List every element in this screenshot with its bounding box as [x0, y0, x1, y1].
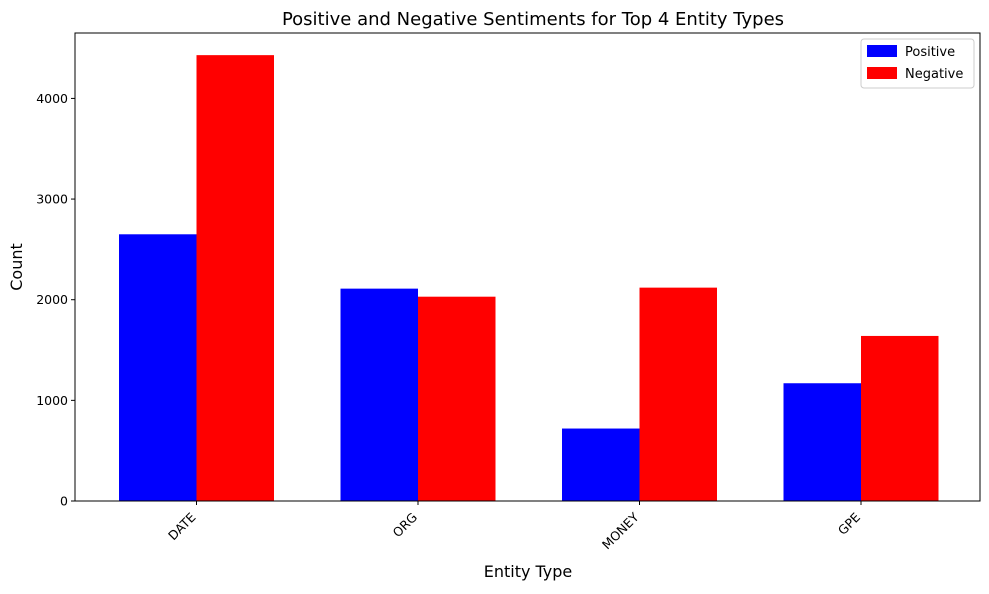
- y-tick-label: 2000: [36, 292, 68, 307]
- legend-swatch-positive: [867, 45, 897, 57]
- chart-title: Positive and Negative Sentiments for Top…: [282, 9, 784, 30]
- bar-positive-money: [562, 428, 640, 501]
- y-tick-label: 4000: [36, 91, 68, 106]
- bar-positive-gpe: [783, 383, 861, 501]
- legend-swatch-negative: [867, 67, 897, 79]
- y-tick-label: 0: [60, 494, 68, 509]
- y-tick-label: 3000: [36, 192, 68, 207]
- bar-negative-gpe: [861, 335, 939, 501]
- y-tick-label: 1000: [36, 393, 68, 408]
- y-axis-label: Count: [7, 243, 26, 291]
- legend-label-negative: Negative: [905, 67, 963, 82]
- bar-positive-org: [340, 288, 418, 501]
- legend: Positive Negative: [860, 38, 975, 89]
- legend-label-positive: Positive: [905, 45, 955, 60]
- bars-group: [119, 55, 939, 501]
- plot-frame: [74, 32, 981, 502]
- x-axis-label: Entity Type: [484, 562, 573, 581]
- bar-negative-date: [196, 55, 274, 501]
- bar-negative-money: [639, 287, 717, 501]
- y-axis-ticks: 0 1000 2000 3000 4000: [36, 91, 75, 509]
- bar-positive-date: [119, 234, 197, 501]
- bar-negative-org: [418, 296, 496, 501]
